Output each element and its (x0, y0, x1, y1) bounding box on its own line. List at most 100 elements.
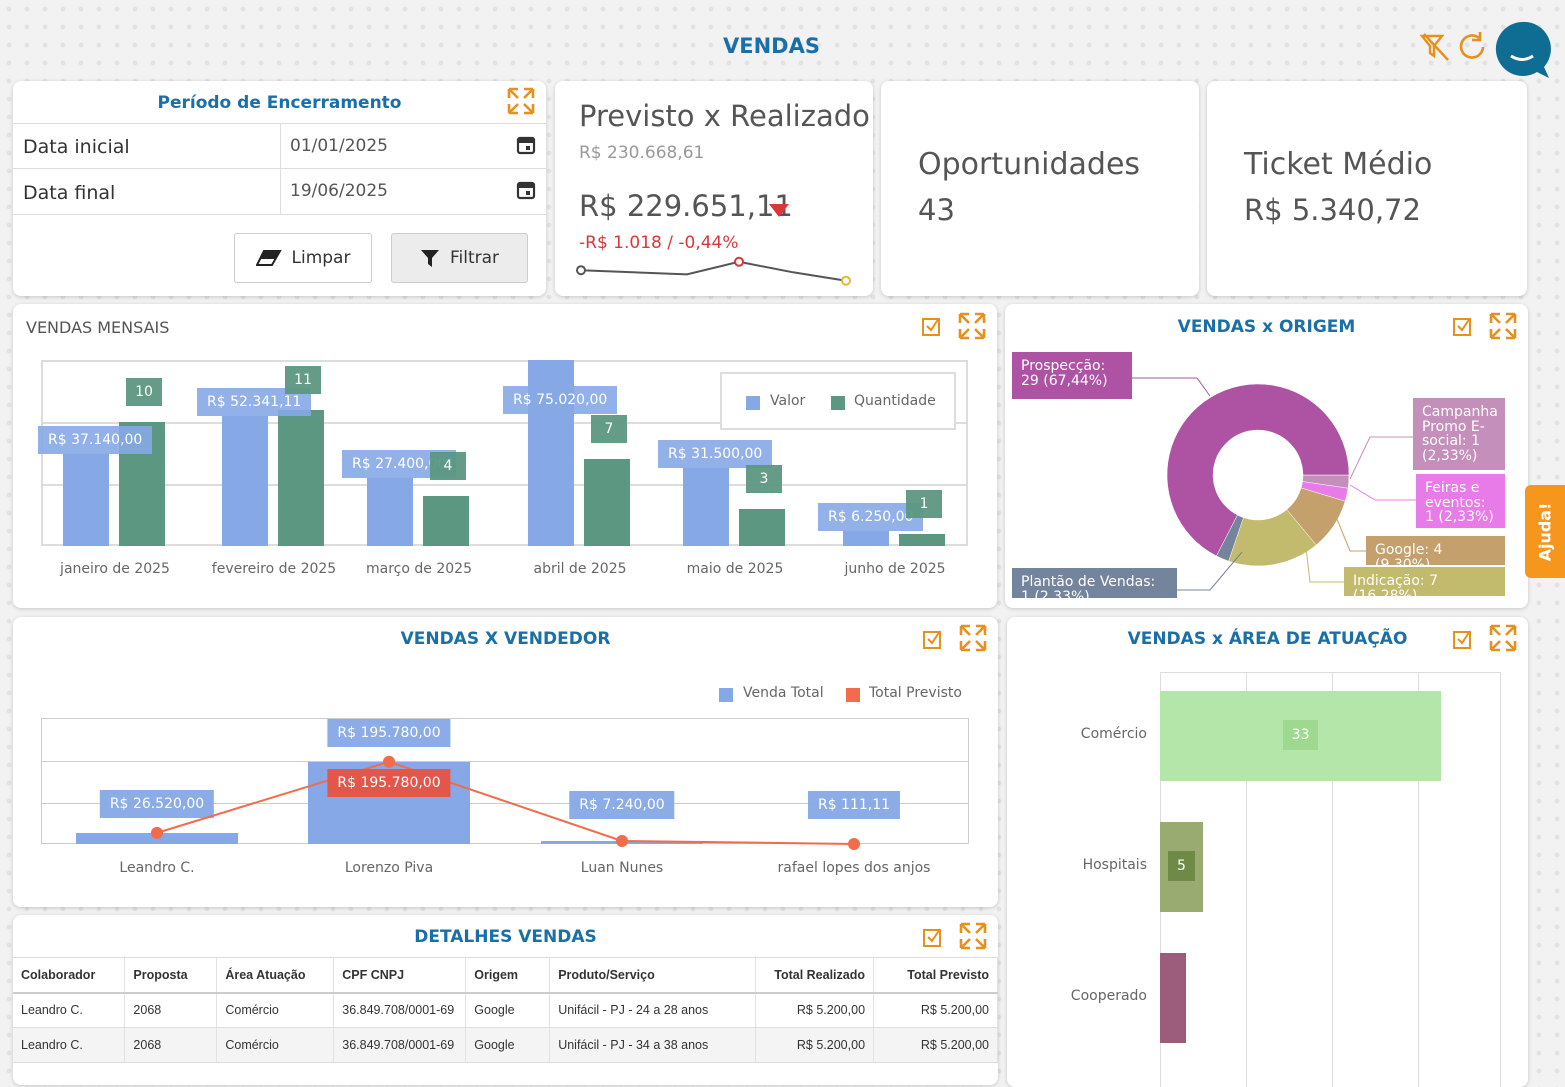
bar-quantidade[interactable] (584, 459, 630, 546)
bar-quantidade[interactable] (423, 496, 469, 546)
x-tick-label: maio de 2025 (687, 561, 784, 577)
filter-button[interactable]: Filtrar (391, 233, 528, 283)
y-tick-label: Comércio (1081, 726, 1147, 742)
bar-valor[interactable] (843, 531, 889, 546)
start-date-label: Data inicial (23, 136, 130, 158)
pie-label: Feiras e eventos: 1 (2,33%) (1416, 474, 1505, 528)
table-cell: Leandro C. (13, 1028, 125, 1063)
sparkline (555, 251, 873, 296)
legend-swatch-quantidade (831, 396, 845, 410)
data-label-quantidade: 3 (746, 465, 782, 493)
table-cell: 36.849.708/0001-69 (334, 993, 466, 1028)
bar-valor[interactable] (683, 468, 729, 546)
start-date-input[interactable]: 01/01/2025 (280, 124, 546, 168)
filter-icon (420, 248, 440, 268)
gridline (41, 484, 968, 486)
table-cell: R$ 5.200,00 (756, 993, 874, 1028)
end-date-row: Data final 19/06/2025 (13, 169, 546, 215)
pie-label: Prospecção: 29 (67,44%) (1012, 352, 1132, 399)
table-cell: Unifácil - PJ - 34 a 38 anos (550, 1028, 756, 1063)
point-total-previsto[interactable] (848, 838, 860, 850)
bar-valor[interactable] (63, 454, 109, 546)
oportunidades-value: 43 (918, 193, 955, 227)
bar-quantidade[interactable] (739, 509, 785, 546)
pie-label: Plantão de Vendas: 1 (2,33%) (1012, 568, 1177, 598)
table-cell: 2068 (125, 1028, 217, 1063)
table-cell: 2068 (125, 993, 217, 1028)
bar-quantidade[interactable] (899, 534, 945, 546)
ticket-value: R$ 5.340,72 (1244, 193, 1421, 227)
column-header[interactable]: Origem (466, 958, 550, 993)
previsto-card: Previsto x Realizado R$ 230.668,61 R$ 22… (555, 81, 873, 296)
pie-label: Campanha Promo E-social: 1 (2,33%) (1413, 398, 1505, 470)
previsto-title: Previsto x Realizado (579, 99, 870, 133)
export-icon[interactable] (919, 923, 949, 953)
previsto-value: R$ 230.668,61 (579, 143, 704, 163)
data-label-quantidade: 10 (126, 378, 162, 406)
column-header[interactable]: Total Previsto (874, 958, 998, 993)
calendar-icon[interactable] (516, 135, 536, 155)
diff-value: -R$ 1.018 / -0,44% (579, 233, 739, 253)
pie-leader-line (1350, 437, 1413, 479)
data-label-quantidade: 7 (591, 415, 627, 443)
point-total-previsto[interactable] (616, 835, 628, 847)
column-header[interactable]: Colaborador (13, 958, 125, 993)
pie-label: Google: 4 (9,30%) (1366, 536, 1505, 565)
point-total-previsto[interactable] (151, 827, 163, 839)
y-tick-label: Hospitais (1083, 857, 1147, 873)
help-label: Ajuda! (1536, 502, 1555, 561)
column-header[interactable]: CPF CNPJ (334, 958, 466, 993)
realizado-value: R$ 229.651,11 (579, 189, 793, 223)
clear-filter-icon[interactable] (1418, 30, 1452, 64)
end-date-value: 19/06/2025 (290, 181, 388, 201)
x-tick-label: março de 2025 (366, 561, 472, 577)
sparkline-point (842, 277, 850, 285)
table-cell: Comércio (217, 1028, 334, 1063)
y-tick-label: Cooperado (1071, 988, 1147, 1004)
help-tab[interactable]: Ajuda! (1525, 485, 1565, 578)
column-header[interactable]: Produto/Serviço (550, 958, 756, 993)
x-tick-label: janeiro de 2025 (60, 561, 170, 577)
vendas-vendedor-card: VENDAS X VENDEDOR Venda Total Total Prev… (13, 617, 998, 907)
sparkline-point (577, 266, 585, 274)
clear-button[interactable]: Limpar (234, 233, 372, 283)
data-label-valor: R$ 37.140,00 (38, 426, 152, 454)
column-header[interactable]: Proposta (125, 958, 217, 993)
expand-icon[interactable] (506, 86, 536, 116)
x-tick-label: abril de 2025 (533, 561, 626, 577)
column-header[interactable]: Área Atuação (217, 958, 334, 993)
table-cell: Unifácil - PJ - 24 a 28 anos (550, 993, 756, 1028)
data-label-valor: R$ 31.500,00 (658, 440, 772, 468)
bar-valor[interactable] (367, 478, 413, 546)
table-cell: Leandro C. (13, 993, 125, 1028)
bar-quantidade[interactable] (278, 410, 324, 546)
bar-area[interactable] (1160, 953, 1186, 1043)
legend-label-quantidade: Quantidade (854, 393, 936, 409)
calendar-icon[interactable] (516, 180, 536, 200)
x-tick-label: junho de 2025 (844, 561, 945, 577)
refresh-icon[interactable] (1456, 30, 1490, 64)
end-date-input[interactable]: 19/06/2025 (280, 169, 546, 214)
legend: Valor Quantidade (720, 372, 956, 430)
eraser-icon (256, 249, 282, 267)
column-header[interactable]: Total Realizado (756, 958, 874, 993)
expand-icon[interactable] (958, 921, 988, 951)
chat-icon[interactable] (1493, 20, 1555, 82)
sparkline-line (581, 262, 846, 281)
bar-valor[interactable] (222, 416, 268, 546)
start-date-row: Data inicial 01/01/2025 (13, 123, 546, 169)
data-label-quantidade: 11 (285, 366, 321, 394)
oportunidades-card: Oportunidades 43 (881, 81, 1199, 296)
clear-label: Limpar (292, 248, 351, 268)
period-card: Período de Encerramento Data inicial 01/… (13, 81, 546, 296)
start-date-value: 01/01/2025 (290, 136, 388, 156)
data-label-total-previsto: R$ 195.780,00 (327, 769, 450, 797)
point-total-previsto[interactable] (383, 756, 395, 768)
